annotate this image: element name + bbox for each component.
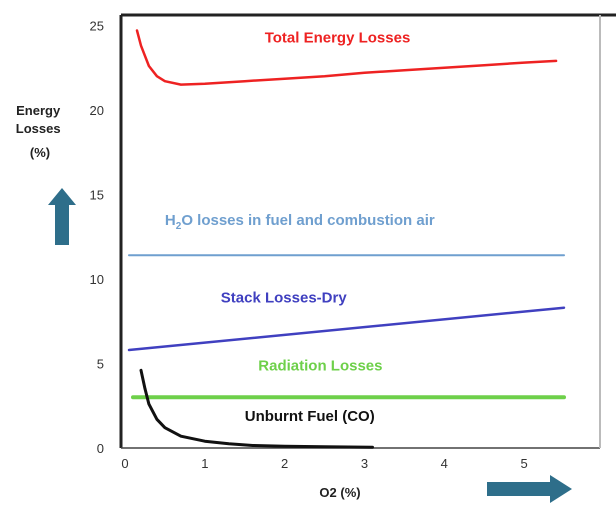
- total-series-line: [135, 29, 558, 86]
- right-arrow-icon: [487, 475, 572, 503]
- series: [127, 29, 566, 449]
- y-tick-label: 10: [90, 272, 104, 287]
- h2o-annotation-sub: 2: [176, 221, 182, 232]
- up-arrow-icon: [48, 188, 76, 245]
- x-tick-label: 3: [361, 456, 368, 471]
- y-axis-title: Energy Losses (%): [16, 103, 64, 160]
- x-tick-label: 2: [281, 456, 288, 471]
- y-axis-title-line-3: (%): [30, 145, 50, 160]
- x-tick-label: 1: [201, 456, 208, 471]
- stack-series-line: [127, 306, 566, 352]
- y-tick-label: 5: [97, 356, 104, 371]
- h2o-annotation: H2O losses in fuel and combustion air: [165, 212, 435, 232]
- y-axis-title-line-2: Losses: [16, 121, 61, 136]
- x-tick-label: 4: [441, 456, 448, 471]
- ticks: 0 5 10 15 20 25 0 1 2 3 4 5: [90, 18, 528, 471]
- radiation-annotation: Radiation Losses: [258, 357, 382, 374]
- unburnt-series-line: [139, 368, 374, 449]
- y-tick-label: 0: [97, 441, 104, 456]
- h2o-annotation-h: H: [165, 212, 176, 229]
- x-axis-title: O2 (%): [319, 485, 360, 500]
- y-axis-title-line-1: Energy: [16, 103, 61, 118]
- y-tick-label: 15: [90, 187, 104, 202]
- total-annotation: Total Energy Losses: [265, 29, 411, 46]
- y-tick-label: 20: [90, 103, 104, 118]
- y-tick-label: 25: [90, 18, 104, 33]
- stack-annotation: Stack Losses-Dry: [221, 290, 348, 307]
- annotations: Total Energy Losses H2O losses in fuel an…: [165, 29, 435, 425]
- h2o-annotation-rest: O losses in fuel and combustion air: [181, 212, 435, 229]
- x-tick-label: 5: [521, 456, 528, 471]
- unburnt-annotation: Unburnt Fuel (CO): [245, 408, 375, 425]
- x-tick-label: 0: [121, 456, 128, 471]
